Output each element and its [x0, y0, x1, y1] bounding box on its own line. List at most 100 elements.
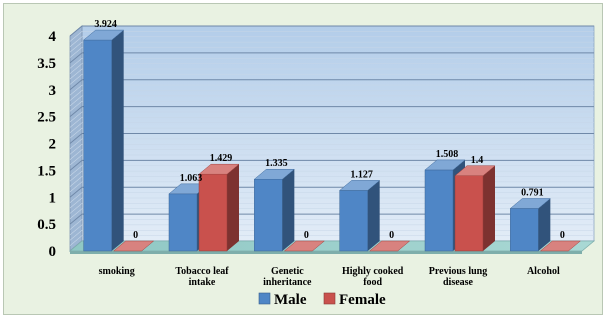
y-axis: 0 0.5 1 1.5 2 2.5 3 3.5 4	[37, 29, 56, 260]
gridline	[69, 127, 594, 139]
data-labels: 3.924 0 1.063 1.429 1.335 0 1.127 0 1.508 1.4 0.79…	[94, 19, 564, 241]
gridline	[69, 170, 594, 182]
x-category-label: Genetic inheritance	[263, 266, 312, 288]
data-label: 0	[560, 230, 565, 241]
bar-front	[339, 190, 368, 252]
bar-female-2	[283, 240, 326, 252]
data-label: 1.4	[471, 155, 484, 166]
gridline	[69, 84, 594, 96]
x-category-label: smoking	[99, 266, 135, 277]
gridline	[69, 143, 594, 155]
data-label: 1.508	[436, 149, 459, 160]
bar-side	[538, 198, 551, 251]
gridline	[69, 133, 594, 144]
y-tick-label: 0	[49, 244, 57, 260]
gridline	[69, 68, 594, 80]
gridline	[69, 154, 594, 166]
gridline	[69, 138, 594, 150]
gridline	[69, 181, 594, 193]
gridline	[69, 111, 594, 123]
gridline	[69, 122, 594, 133]
gridline	[69, 165, 594, 176]
gridline	[69, 213, 594, 225]
x-category-label: Tobacco leaf intake	[175, 266, 229, 288]
y-tick-label: 3	[49, 83, 57, 99]
gridline	[69, 79, 594, 91]
legend-label-male: Male	[274, 292, 307, 308]
bar-female-0	[112, 240, 155, 252]
bar-top	[509, 198, 552, 209]
gridline	[69, 208, 594, 219]
legend-swatch-male	[258, 292, 271, 305]
x-category-label-line: food	[363, 277, 382, 288]
legend: Male Female	[258, 292, 386, 308]
bar-side	[227, 164, 239, 251]
gridline	[69, 90, 594, 101]
bar-top	[338, 180, 381, 191]
gridline	[69, 192, 594, 203]
gridline	[69, 31, 594, 42]
x-category-label-line: Alcohol	[527, 266, 560, 277]
bar-female-5	[539, 240, 582, 252]
data-label: 3.924	[94, 19, 117, 30]
gridline	[69, 41, 594, 53]
x-category-label-line: intake	[189, 277, 216, 288]
x-axis: smoking Tobacco leaf intake Genetic inherita…	[99, 266, 560, 288]
y-tick-label: 1.5	[37, 163, 56, 179]
gridline	[69, 25, 594, 37]
data-label: 1.429	[210, 153, 233, 164]
y-tick-label: 2.5	[37, 110, 56, 126]
bar-side	[282, 169, 295, 251]
bar-top	[424, 159, 466, 171]
x-category-label: Previous lung disease	[429, 266, 487, 288]
data-label: 1.063	[180, 173, 203, 184]
y-tick-label: 4	[49, 29, 57, 45]
bar-side	[367, 180, 380, 251]
data-label: 0.791	[521, 187, 544, 198]
bar-female-3	[368, 240, 411, 252]
bar-top	[283, 240, 326, 252]
chart-frame: 0 0.5 1 1.5 2 2.5 3 3.5 4 3.924 0 1.063 1.429 1.335 0…	[3, 3, 603, 315]
data-label: 0	[389, 230, 394, 241]
bar-top	[253, 168, 296, 180]
x-category-label-line: Previous lung	[429, 266, 487, 277]
y-tick-label: 0.5	[37, 217, 56, 233]
x-category-label-line: Highly cooked	[342, 266, 404, 277]
gridline	[69, 117, 594, 128]
bar-front	[510, 208, 539, 252]
gridline	[69, 149, 594, 160]
x-category-label-line: smoking	[99, 266, 135, 277]
bar-male-0	[82, 29, 125, 252]
gridline	[69, 219, 594, 230]
floor-front	[70, 251, 582, 254]
gridline	[69, 36, 594, 47]
gridline	[69, 52, 594, 64]
gridline	[69, 106, 594, 117]
legend-swatch-female	[323, 292, 336, 305]
gridline	[69, 176, 594, 187]
gridline	[69, 203, 594, 214]
x-category-label-line: inheritance	[263, 277, 312, 288]
bar-top	[198, 163, 240, 175]
gridline	[69, 224, 594, 236]
y-tick-label: 1	[49, 190, 57, 206]
bar-chart: 0 0.5 1 1.5 2 2.5 3 3.5 4 3.924 0 1.063 1.429 1.335 0…	[37, 19, 596, 308]
bar-front	[168, 193, 198, 252]
bar-male-2	[253, 168, 296, 252]
bar-side	[483, 165, 495, 251]
x-category-label: Highly cooked food	[342, 266, 404, 288]
bar-top	[82, 29, 125, 41]
data-label: 0	[133, 230, 138, 241]
bar-top	[368, 240, 411, 252]
bar-top	[539, 240, 582, 252]
gridline	[69, 235, 594, 246]
data-label: 1.335	[265, 158, 288, 169]
x-category-label: Alcohol	[527, 266, 560, 277]
bars	[82, 29, 582, 252]
gridline	[69, 229, 594, 241]
gridline	[69, 57, 594, 69]
data-label: 1.127	[350, 169, 373, 180]
bar-top	[112, 240, 155, 252]
legend-label-female: Female	[339, 292, 386, 308]
bar-female-1	[198, 163, 240, 252]
